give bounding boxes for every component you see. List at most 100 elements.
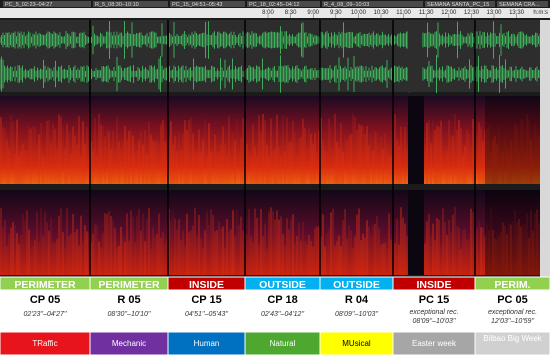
spectro-streak: [198, 129, 200, 184]
spectro-streak: [40, 208, 42, 275]
spectro-streak: [468, 132, 470, 184]
spectro-streak: [138, 140, 140, 184]
spectro-streak: [252, 242, 254, 275]
spectro-streak: [356, 129, 358, 184]
spectro-streak: [82, 121, 84, 184]
spectro-streak: [230, 229, 232, 275]
spectro-streak: [516, 222, 518, 275]
spectro-streak: [60, 207, 62, 275]
spectro-streak: [70, 233, 72, 275]
spectro-streak: [352, 113, 354, 184]
spectro-streak: [396, 139, 398, 184]
spectro-streak: [164, 243, 166, 275]
spectro-streak: [368, 144, 370, 184]
tick-label: 11:30: [419, 10, 434, 16]
spectro-streak: [516, 126, 518, 184]
code: R 05: [117, 294, 140, 306]
spectro-streak: [510, 224, 512, 275]
category: TRaffic: [32, 339, 57, 348]
spectro-streak: [436, 218, 438, 275]
spectro-streak: [458, 227, 460, 275]
spectro-streak: [118, 141, 120, 184]
spectro-streak: [486, 224, 488, 275]
spectro-streak: [144, 241, 146, 275]
spectro-streak: [86, 231, 88, 275]
spectro-streak: [394, 243, 396, 275]
spectro-streak: [370, 233, 372, 275]
spectro-streak: [460, 127, 462, 184]
spectro-streak: [56, 239, 58, 275]
spectro-streak: [266, 249, 268, 275]
spectro-streak: [110, 149, 112, 184]
spectro-streak: [430, 234, 432, 275]
tick-label: 9:30: [330, 10, 342, 16]
spectro-streak: [290, 219, 292, 275]
spectro-streak: [124, 242, 126, 275]
spectro-streak: [180, 240, 182, 275]
spectro-streak: [462, 229, 464, 275]
spectro-streak: [184, 245, 186, 275]
spectro-streak: [224, 144, 226, 184]
spectro-streak: [360, 239, 362, 275]
spectro-streak: [336, 141, 338, 184]
spectro-streak: [370, 132, 372, 184]
spectro-streak: [310, 133, 312, 184]
spectro-streak: [378, 154, 380, 184]
spectro-streak: [32, 126, 34, 184]
spectro-streak: [274, 149, 276, 184]
spectro-streak: [520, 118, 522, 184]
spectro-streak: [478, 221, 480, 275]
spectro-streak: [144, 130, 146, 184]
spectro-streak: [122, 238, 124, 275]
spectro-streak: [142, 144, 144, 184]
spectro-streak: [432, 223, 434, 275]
spectro-streak: [242, 118, 244, 184]
spectro-streak: [206, 156, 208, 184]
spectro-streak: [492, 229, 494, 275]
spectro-streak: [514, 123, 516, 184]
spectro-streak: [300, 240, 302, 275]
spectro-streak: [446, 234, 448, 275]
spectro-streak: [276, 210, 278, 275]
spectro-streak: [204, 119, 206, 184]
spectro-streak: [528, 120, 530, 184]
spectro-streak: [292, 214, 294, 275]
spectro-streak: [398, 145, 400, 184]
spectro-streak: [472, 212, 474, 275]
spectro-streak: [360, 125, 362, 184]
spectro-streak: [28, 126, 30, 184]
spectro-streak: [184, 120, 186, 184]
spectro-streak: [24, 149, 26, 184]
spectro-streak: [302, 118, 304, 184]
spectro-streak: [196, 153, 198, 184]
spectro-streak: [262, 236, 264, 275]
spectro-streak: [146, 154, 148, 184]
tick-label: 12:30: [464, 10, 480, 16]
spectro-streak: [512, 220, 514, 275]
spectro-streak: [404, 126, 406, 184]
spectro-streak: [462, 155, 464, 184]
spectro-streak: [480, 127, 482, 184]
spectro-streak: [174, 135, 176, 184]
spectro-streak: [216, 230, 218, 275]
spectro-streak: [0, 207, 2, 275]
spectro-streak: [130, 210, 132, 275]
spectro-streak: [192, 133, 194, 184]
spectro-streak: [260, 209, 262, 275]
spectro-streak: [60, 116, 62, 184]
spectro-streak: [326, 151, 328, 184]
spectro-streak: [316, 152, 318, 184]
spectro-streak: [148, 207, 150, 275]
spectro-streak: [150, 248, 152, 275]
spectro-streak: [130, 129, 132, 184]
spectro-streak: [234, 140, 236, 184]
spectro-streak: [480, 227, 482, 275]
spectro-streak: [482, 141, 484, 184]
clip-bar: [322, 1, 423, 7]
spectro-streak: [124, 125, 126, 184]
spectro-streak: [512, 149, 514, 184]
spectro-streak: [362, 125, 364, 184]
tick-label: 8:00: [262, 10, 274, 16]
spectro-streak: [380, 136, 382, 184]
spectro-streak: [270, 118, 272, 184]
